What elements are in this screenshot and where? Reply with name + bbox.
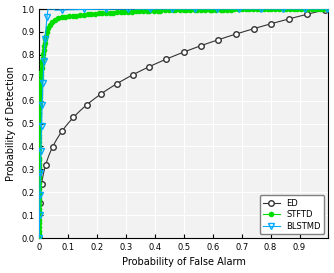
BLSTMD	[52, 7, 56, 11]
ED	[320, 9, 324, 12]
Y-axis label: Probability of Detection: Probability of Detection	[6, 66, 16, 181]
ED	[175, 53, 179, 57]
BLSTMD	[311, 7, 315, 11]
STFTD	[326, 7, 330, 11]
ED	[194, 46, 198, 49]
Legend: ED, STFTD, BLSTMD: ED, STFTD, BLSTMD	[260, 195, 324, 234]
STFTD	[54, 18, 58, 22]
STFTD	[37, 236, 41, 240]
STFTD	[49, 22, 53, 25]
BLSTMD	[47, 7, 51, 11]
STFTD	[203, 8, 207, 11]
BLSTMD	[46, 7, 50, 11]
ED	[176, 53, 180, 56]
STFTD	[310, 8, 314, 11]
BLSTMD	[326, 7, 330, 11]
Line: STFTD: STFTD	[37, 7, 331, 240]
BLSTMD	[50, 7, 54, 11]
ED	[37, 236, 41, 240]
BLSTMD	[203, 7, 207, 11]
Line: BLSTMD: BLSTMD	[36, 6, 331, 241]
BLSTMD	[47, 7, 51, 11]
BLSTMD	[37, 236, 41, 240]
Line: ED: ED	[36, 6, 331, 241]
ED	[326, 7, 330, 11]
STFTD	[49, 22, 53, 25]
STFTD	[52, 19, 56, 23]
ED	[274, 21, 278, 24]
ED	[209, 40, 213, 44]
X-axis label: Probability of False Alarm: Probability of False Alarm	[122, 257, 246, 268]
